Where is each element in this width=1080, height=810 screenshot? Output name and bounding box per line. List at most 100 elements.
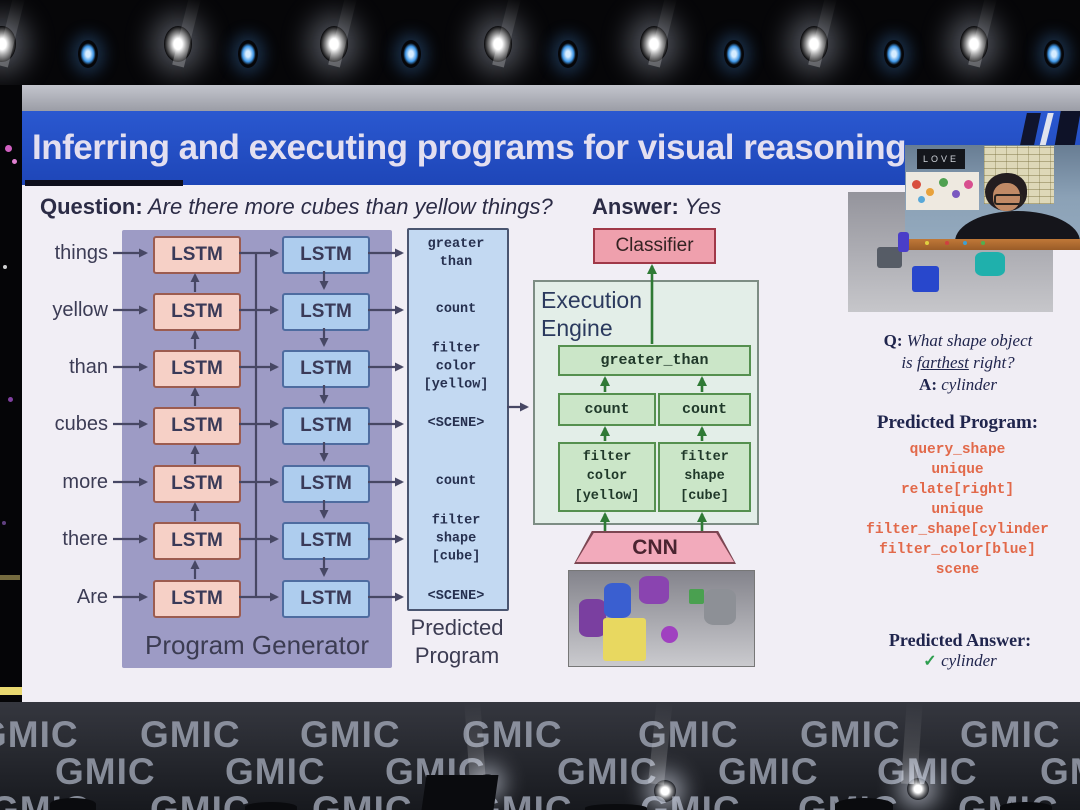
desk-item	[981, 241, 985, 245]
program-line: scene	[935, 562, 980, 578]
gmic-logo: GMIC	[300, 714, 401, 755]
spotlight-white	[484, 0, 522, 68]
program-generator-caption: Program Generator	[145, 630, 369, 660]
light-beam	[0, 0, 26, 68]
predicted-program-title: Predicted Program:	[876, 412, 1039, 433]
gmic-logo: GMIC	[55, 751, 156, 792]
q-text-underlined: farthest	[916, 353, 969, 372]
gmic-logo: GMIC	[0, 714, 79, 755]
lstm-box-pink: LSTM	[153, 465, 241, 503]
floor-light-stripe	[0, 687, 22, 695]
predicted-answer-line: ✓ cylinder	[855, 651, 1065, 671]
program-line: query_shape	[909, 442, 1006, 458]
answer-line: Answer: Yes	[592, 194, 721, 220]
lstm-box-blue: LSTM	[282, 350, 370, 388]
predicted-answer-block: Predicted Answer: ✓ cylinder	[855, 630, 1065, 671]
light-beam	[968, 0, 998, 68]
program-token: count	[435, 474, 477, 490]
spotlight-blue	[1044, 40, 1064, 68]
program-line: filter_color[blue]	[879, 542, 1036, 558]
word-label: yellow	[52, 299, 108, 321]
word-label: there	[62, 528, 108, 550]
gmic-logo: GMIC	[312, 789, 413, 810]
lstm-box-pink: LSTM	[153, 293, 241, 331]
spotlight-white	[960, 0, 998, 68]
qa-block: Q: What shape object is farthest right? …	[858, 330, 1058, 396]
q-text: is	[901, 353, 917, 372]
q-line2: is farthest right?	[858, 352, 1058, 374]
light-beam	[648, 0, 678, 68]
word-label: things	[54, 242, 108, 264]
spotlight-blue	[238, 40, 258, 68]
spotlight-blue	[884, 40, 904, 68]
gray-cylinder	[704, 589, 736, 625]
spotlight-blue	[401, 40, 421, 68]
classifier-box: Classifier	[593, 228, 716, 264]
question-line: Question: Are there more cubes than yell…	[40, 194, 553, 220]
gmic-logo: GMIC	[150, 789, 251, 810]
lstm-box-pink: LSTM	[153, 407, 241, 445]
light-beam	[492, 0, 522, 68]
word-label: than	[69, 356, 108, 378]
predicted-answer-text: cylinder	[941, 651, 997, 670]
projector-silhouette	[421, 775, 499, 810]
love-sign: LOVE	[917, 149, 965, 169]
bokeh-dot	[3, 265, 7, 269]
cnn-label: CNN	[576, 533, 734, 562]
speaker-webcam-overlay: LOVE	[905, 145, 1080, 250]
light-beam	[328, 0, 358, 68]
audience-silhouette	[1000, 802, 1052, 810]
gmic-logo: GMIC	[225, 751, 326, 792]
q-text: What shape object	[902, 331, 1033, 350]
slide-title: Inferring and executing programs for vis…	[32, 128, 906, 167]
spotlight-blue	[78, 40, 98, 68]
spotlight-white	[164, 0, 202, 68]
gmic-logo: GMIC	[1040, 751, 1080, 792]
stage-left-edge	[0, 85, 22, 702]
lstm-box-pink: LSTM	[153, 236, 241, 274]
lstm-box-blue: LSTM	[282, 522, 370, 560]
predicted-program-block: Predicted Program: query_shape unique re…	[840, 412, 1075, 580]
audience-silhouette	[585, 804, 647, 810]
word-label: cubes	[54, 413, 108, 435]
program-token: count	[435, 302, 477, 318]
light-beam	[172, 0, 202, 68]
desk-object	[898, 232, 909, 252]
q-line1: Q: What shape object	[858, 330, 1058, 352]
question-label: Question:	[40, 194, 143, 219]
program-token: <SCENE>	[427, 589, 485, 605]
program-line: unique	[931, 502, 984, 518]
spotlight-white	[320, 0, 358, 68]
screen-edge-shadow	[25, 180, 183, 186]
gmic-logo: GMIC	[140, 714, 241, 755]
lstm-box-blue: LSTM	[282, 465, 370, 503]
lstm-box-pink: LSTM	[153, 350, 241, 388]
light-beam	[808, 0, 838, 68]
lstm-box-blue: LSTM	[282, 236, 370, 274]
poster-colorful	[906, 172, 979, 210]
spotlight-blue	[558, 40, 578, 68]
bokeh-dot	[8, 397, 13, 402]
lstm-box-blue: LSTM	[282, 293, 370, 331]
spotlight-white	[0, 0, 26, 68]
cyan-cylinder	[975, 252, 1005, 276]
purple-cylinder	[639, 576, 669, 604]
predicted-answer-title: Predicted Answer:	[888, 630, 1032, 650]
program-line: relate[right]	[900, 482, 1015, 498]
a-line: A: cylinder	[858, 374, 1058, 396]
slide-title-bar: Inferring and executing programs for vis…	[22, 111, 1080, 185]
stage-light	[907, 778, 929, 800]
poster-dot	[918, 196, 925, 203]
a-text: cylinder	[937, 375, 997, 394]
answer-label: Answer:	[592, 194, 679, 219]
gmic-backdrop-band: GMIC GMIC GMIC GMIC GMIC GMIC GMIC GMIC …	[0, 702, 1080, 810]
gmic-logo: GMIC	[718, 751, 819, 792]
poster-dot	[926, 188, 934, 196]
blue-cube	[912, 266, 939, 292]
blue-cylinder	[604, 583, 631, 618]
desk	[905, 239, 1080, 250]
answer-text: Yes	[678, 194, 722, 219]
speaker-glasses	[994, 194, 1023, 205]
clevr-scene-image	[568, 570, 755, 667]
